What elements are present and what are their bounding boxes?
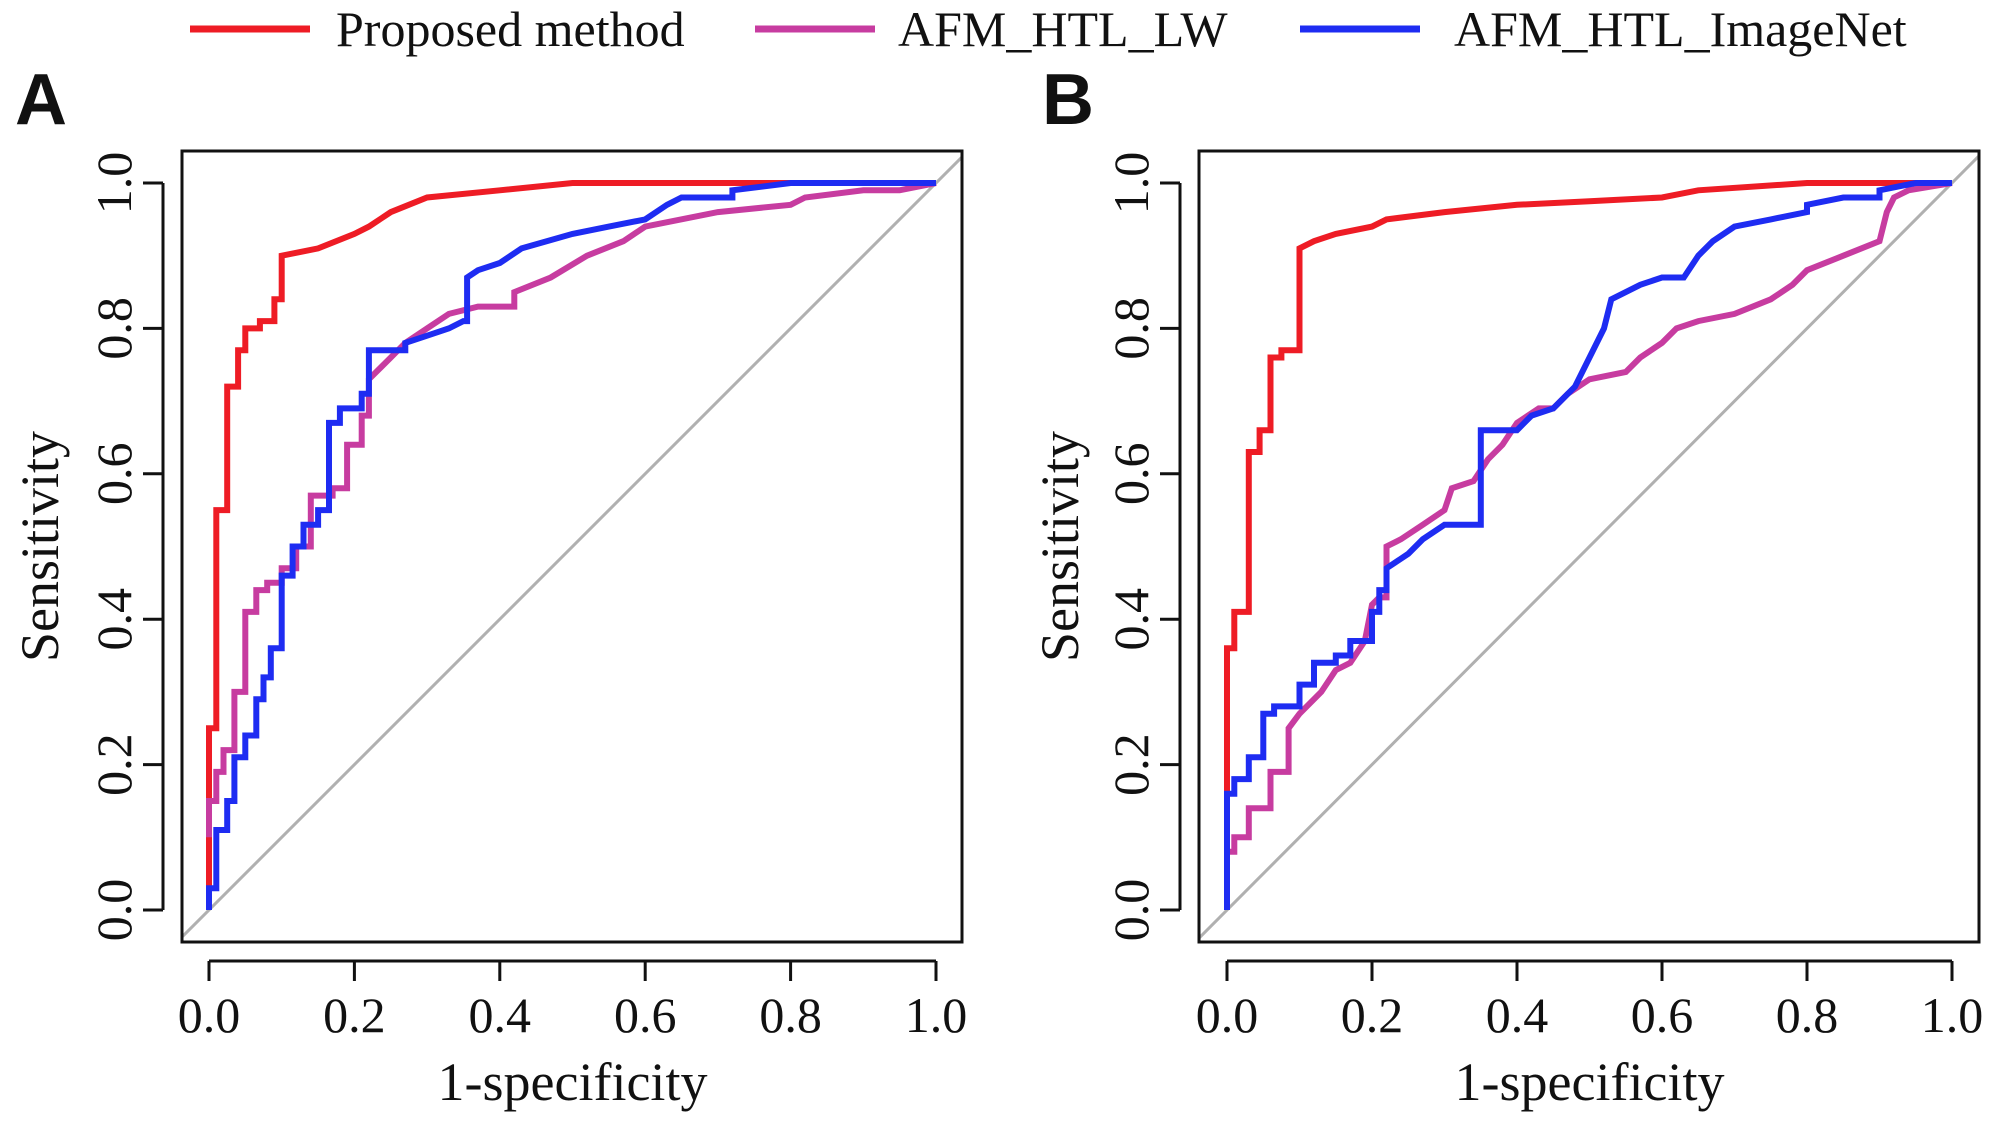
x-tick-label-b: 0.0 bbox=[1196, 987, 1259, 1043]
y-tick-label-b: 0.6 bbox=[1103, 443, 1159, 506]
x-axis-label-a: 1-specificity bbox=[438, 1052, 708, 1112]
x-tick-label-a: 1.0 bbox=[905, 987, 968, 1043]
roc-curve-imagenet-b bbox=[1224, 180, 1952, 910]
legend-label-lw: AFM_HTL_LW bbox=[898, 1, 1228, 57]
x-tick-label-b: 0.2 bbox=[1341, 987, 1404, 1043]
legend-label-proposed: Proposed method bbox=[336, 1, 685, 57]
y-tick-label-a: 0.0 bbox=[86, 879, 142, 942]
roc-curve-lw-a bbox=[206, 180, 937, 838]
roc-panel-a: 0.0 0.2 0.4 0.6 0.8 1.0 1-specificity 0.0 0.2 0.4… bbox=[10, 149, 968, 1112]
roc-curve-imagenet-a bbox=[206, 180, 936, 910]
y-tick-label-b: 0.4 bbox=[1103, 588, 1159, 651]
y-tick-label-a: 0.4 bbox=[86, 588, 142, 651]
y-tick-label-a: 0.8 bbox=[86, 297, 142, 360]
plot-frame-a bbox=[180, 149, 964, 944]
x-tick-label-b: 0.8 bbox=[1776, 987, 1839, 1043]
y-tick-label-b: 0.2 bbox=[1103, 733, 1159, 796]
y-tick-label-a: 0.2 bbox=[86, 733, 142, 796]
y-axis-label-b: Sensitivity bbox=[1030, 431, 1090, 662]
panel-letter-b: B bbox=[1042, 60, 1094, 140]
y-tick-label-b: 1.0 bbox=[1103, 152, 1159, 215]
y-tick-label-b: 0.0 bbox=[1103, 879, 1159, 942]
reference-diagonal-a bbox=[182, 154, 962, 940]
x-tick-label-b: 1.0 bbox=[1921, 987, 1984, 1043]
x-tick-label-a: 0.2 bbox=[323, 987, 386, 1043]
roc-curve-proposed-a bbox=[206, 180, 936, 910]
plot-frame-b bbox=[1197, 149, 1981, 944]
y-tick-label-b: 0.8 bbox=[1103, 297, 1159, 360]
x-tick-label-b: 0.6 bbox=[1631, 987, 1694, 1043]
x-tick-label-a: 0.6 bbox=[614, 987, 677, 1043]
roc-curve-lw-b bbox=[1227, 180, 1953, 855]
x-tick-label-b: 0.4 bbox=[1486, 987, 1549, 1043]
roc-panel-b: 0.0 0.2 0.4 0.6 0.8 1.0 1-specificity 0.0 0.2 0.4… bbox=[1030, 149, 1984, 1112]
y-tick-label-a: 1.0 bbox=[86, 152, 142, 215]
y-tick-label-a: 0.6 bbox=[86, 443, 142, 506]
roc-curve-proposed-b bbox=[1224, 180, 1952, 794]
x-tick-label-a: 0.4 bbox=[469, 987, 532, 1043]
legend: Proposed method AFM_HTL_LW AFM_HTL_Image… bbox=[190, 1, 1907, 57]
panel-letter-a: A bbox=[15, 60, 67, 140]
reference-diagonal-b bbox=[1199, 153, 1979, 941]
x-axis-label-b: 1-specificity bbox=[1455, 1052, 1725, 1112]
x-tick-label-a: 0.0 bbox=[178, 987, 241, 1043]
legend-label-imagenet: AFM_HTL_ImageNet bbox=[1454, 1, 1907, 57]
y-axis-label-a: Sensitivity bbox=[10, 431, 70, 662]
x-tick-label-a: 0.8 bbox=[759, 987, 822, 1043]
